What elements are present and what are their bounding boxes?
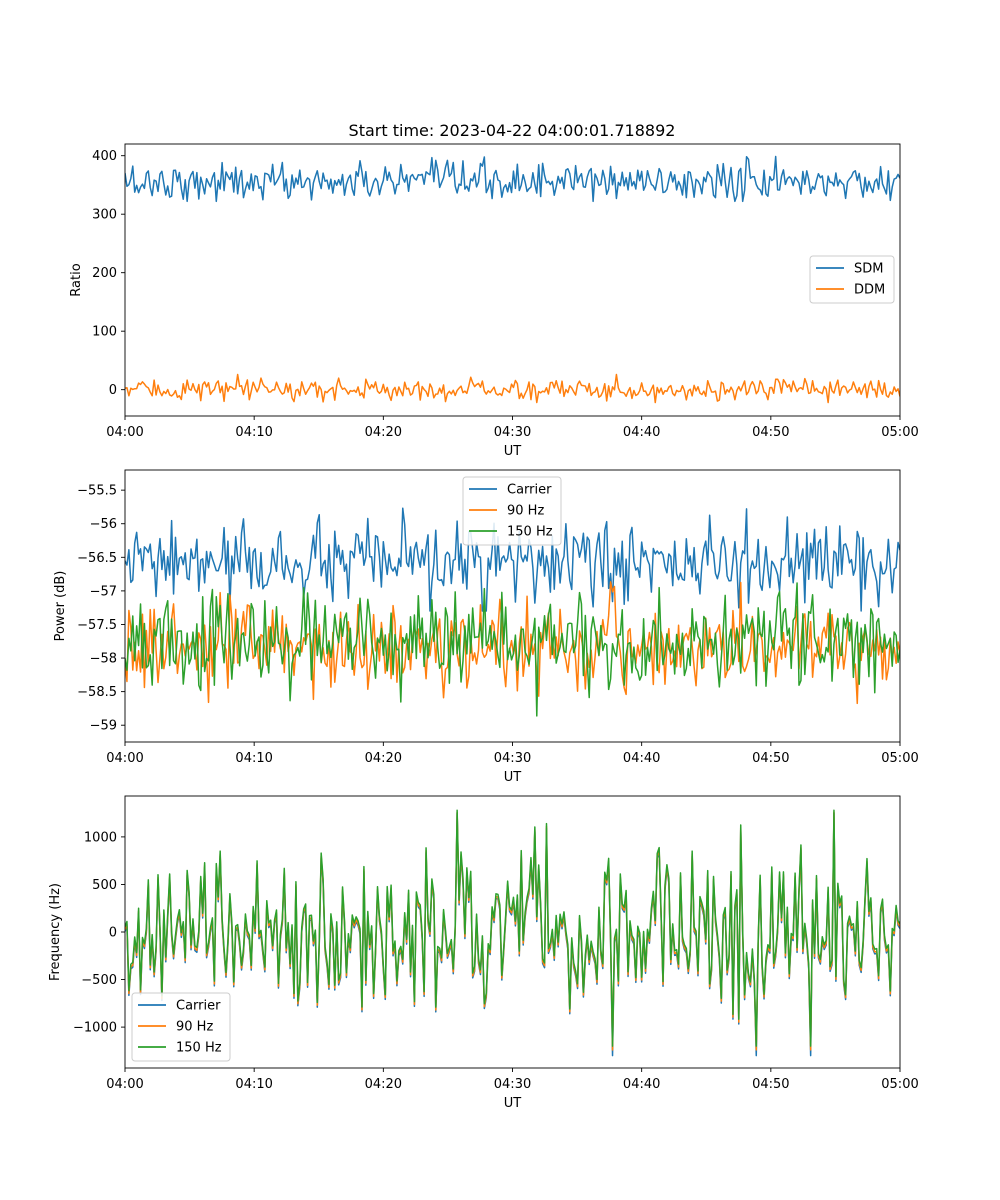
- x-tick-label: 04:50: [752, 751, 789, 766]
- legend-box: [131, 992, 231, 1062]
- y-tick-label: 0: [109, 383, 117, 398]
- y-tick-label: −57.5: [77, 618, 117, 633]
- series-line-150-hz: [125, 809, 900, 1047]
- y-tick-label: −1000: [73, 1021, 117, 1036]
- legend-label: 90 Hz: [176, 1020, 213, 1035]
- legend: Carrier 90 Hz 150 Hz: [131, 992, 231, 1062]
- y-tick-label: 200: [92, 266, 117, 281]
- panel-1: 04:00 04:10 04:20 04:30 04:40 04:50 05:00 0 100 2…: [69, 143, 919, 459]
- x-tick-label: 04:10: [235, 751, 272, 766]
- x-tick-label: 04:20: [365, 751, 402, 766]
- y-tick-label: −58: [90, 652, 117, 667]
- series-line-sdm: [125, 155, 900, 203]
- x-tick-label: 04:10: [235, 425, 272, 440]
- legend-box: [462, 476, 562, 546]
- x-axis-label: UT: [504, 444, 522, 459]
- series-lines: [125, 809, 900, 1057]
- x-tick-label: 05:00: [881, 425, 918, 440]
- y-tick-label: 100: [92, 325, 117, 340]
- series-line-ddm: [125, 373, 900, 404]
- x-tick-label: 04:40: [623, 751, 660, 766]
- x-tick-label: 04:30: [494, 1077, 531, 1092]
- x-tick-label: 04:40: [623, 1077, 660, 1092]
- x-tick-label: 04:00: [106, 425, 143, 440]
- y-tick-label: −500: [81, 973, 117, 988]
- legend-label: SDM: [854, 262, 883, 277]
- x-tick-label: 04:50: [752, 425, 789, 440]
- legend: SDM DDM: [809, 255, 895, 304]
- panels: 04:00 04:10 04:20 04:30 04:40 04:50 05:00 0 100 2…: [48, 143, 919, 1111]
- y-axis-label: Frequency (Hz): [48, 883, 63, 981]
- plot-frame: [124, 795, 901, 1069]
- series-line-150-hz: [125, 582, 900, 717]
- y-tick-label: −55.5: [77, 484, 117, 499]
- figure-title: Start time: 2023-04-22 04:00:01.718892: [349, 121, 676, 140]
- y-tick-label: −56.5: [77, 551, 117, 566]
- y-tick-label: −57: [90, 584, 117, 599]
- y-tick-label: 400: [92, 149, 117, 164]
- legend-label: 150 Hz: [507, 525, 553, 540]
- legend-label: Carrier: [176, 999, 221, 1014]
- legend-label: DDM: [854, 283, 885, 298]
- legend: Carrier 90 Hz 150 Hz: [462, 476, 562, 546]
- y-tick-label: 0: [109, 926, 117, 941]
- panel-2: 04:00 04:10 04:20 04:30 04:40 04:50 05:00 −55.5…: [53, 469, 919, 785]
- series-line-carrier: [125, 507, 900, 612]
- x-tick-label: 04:30: [494, 751, 531, 766]
- x-tick-label: 05:00: [881, 751, 918, 766]
- y-tick-label: 300: [92, 208, 117, 223]
- legend-label: 150 Hz: [176, 1041, 222, 1056]
- y-axis-label: Power (dB): [53, 571, 68, 642]
- series-lines: [125, 155, 900, 404]
- x-tick-label: 04:30: [494, 425, 531, 440]
- x-axis-label: UT: [504, 1096, 522, 1111]
- series-line-90-hz: [125, 581, 900, 705]
- x-tick-label: 04:20: [365, 1077, 402, 1092]
- y-axis-label: Ratio: [69, 263, 84, 296]
- series-line-carrier: [125, 812, 900, 1057]
- series-lines: [125, 507, 900, 717]
- x-tick-label: 04:40: [623, 425, 660, 440]
- x-tick-label: 04:20: [365, 425, 402, 440]
- y-tick-label: 1000: [84, 830, 117, 845]
- panel-3: 04:00 04:10 04:20 04:30 04:40 04:50 05:00 1000 5…: [48, 795, 919, 1111]
- legend-label: 90 Hz: [507, 504, 544, 519]
- y-tick-label: −59: [90, 719, 117, 734]
- x-tick-label: 04:00: [106, 1077, 143, 1092]
- y-tick-label: −56: [90, 517, 117, 532]
- x-axis-label: UT: [504, 770, 522, 785]
- y-tick-label: 500: [92, 878, 117, 893]
- legend-label: Carrier: [507, 483, 552, 498]
- x-tick-label: 04:00: [106, 751, 143, 766]
- x-tick-label: 05:00: [881, 1077, 918, 1092]
- series-line-90-hz: [125, 811, 900, 1051]
- x-tick-label: 04:50: [752, 1077, 789, 1092]
- x-tick-label: 04:10: [235, 1077, 272, 1092]
- y-tick-label: −58.5: [77, 685, 117, 700]
